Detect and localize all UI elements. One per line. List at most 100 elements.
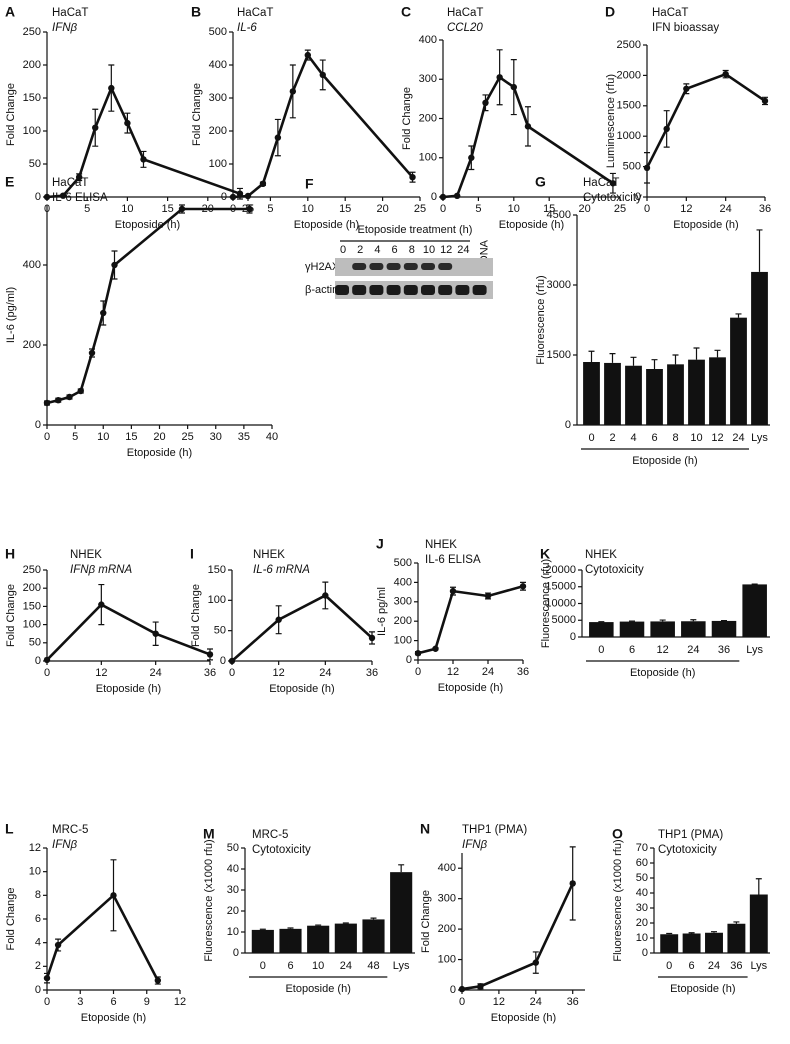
point [111, 261, 118, 269]
x-tick-label: 24 [687, 644, 699, 656]
y-tick-label: 400 [419, 34, 437, 46]
point [140, 156, 147, 163]
y-tick-label: 200 [394, 615, 412, 627]
y-tick-label: 8 [35, 889, 41, 901]
x-axis-label: Etoposide (h) [115, 219, 180, 231]
error-bar [755, 878, 762, 895]
bar [619, 621, 645, 637]
y-tick-label: 100 [23, 125, 41, 137]
point [77, 387, 84, 395]
bar [742, 584, 767, 637]
x-tick-label: 40 [266, 431, 278, 443]
x-tick-label: 6 [110, 996, 116, 1008]
x-tick-label: 10 [97, 431, 109, 443]
y-tick-label: 10000 [545, 597, 576, 609]
point [458, 985, 466, 993]
point [477, 983, 484, 990]
y-tick-label: 100 [438, 953, 456, 965]
x-tick-label: 3 [77, 996, 83, 1008]
y-tick-label: 150 [208, 564, 226, 576]
error-bar [714, 349, 721, 358]
x-tick-label: 8 [672, 432, 678, 444]
panel-title: NHEK [585, 549, 617, 561]
blot-band [352, 263, 367, 270]
panel-title: HaCaT [652, 7, 688, 19]
panel-subtitle: Cytotoxicity [658, 844, 717, 856]
bar [604, 362, 621, 425]
x-tick-label: 36 [517, 666, 529, 678]
bar [660, 934, 679, 953]
point [92, 124, 99, 131]
x-tick-label: 10 [302, 203, 314, 215]
point [43, 193, 51, 201]
panel-subtitle: IL-6 [237, 22, 257, 34]
x-axis-label: Etoposide (h) [673, 219, 738, 231]
point [319, 71, 326, 79]
y-tick-label: 0 [35, 419, 41, 431]
panel-subtitle: IL-6 ELISA [425, 554, 481, 566]
lane-label: DNA [479, 239, 491, 263]
panel-subtitle: IL-6 mRNA [253, 564, 310, 576]
blot-band [421, 263, 435, 270]
series-line [461, 882, 574, 991]
x-tick-label: Lys [746, 644, 763, 656]
point [43, 974, 51, 982]
point [274, 134, 282, 141]
x-tick-label: 0 [260, 960, 266, 972]
series-line [46, 84, 241, 199]
y-tick-label: 0 [431, 191, 437, 203]
y-tick-label: 1000 [617, 130, 641, 142]
lane-label: 6 [392, 244, 398, 256]
y-axis-label: Fold Change [191, 83, 203, 146]
x-tick-label: 24 [150, 667, 162, 679]
x-axis-label: Etoposide (h) [96, 683, 161, 695]
panel-letter: N [420, 821, 430, 837]
panel-title: MRC-5 [252, 829, 288, 841]
y-tick-label: 0 [570, 631, 576, 643]
point [484, 592, 492, 600]
x-tick-label: 0 [598, 644, 604, 656]
x-tick-label: 10 [690, 432, 702, 444]
x-tick-label: 5 [475, 203, 481, 215]
x-tick-label: 36 [759, 203, 771, 215]
y-tick-label: 4500 [547, 209, 571, 221]
bar [711, 620, 737, 637]
y-tick-label: 15000 [545, 581, 576, 593]
panel-letter: M [203, 826, 215, 842]
x-tick-label: 12 [657, 644, 669, 656]
x-tick-label: 36 [366, 667, 378, 679]
y-tick-label: 40 [227, 863, 239, 875]
error-bar [666, 932, 673, 935]
point [683, 85, 690, 92]
y-tick-label: 3000 [547, 279, 571, 291]
series-line [645, 72, 766, 169]
blot-band [438, 285, 453, 295]
x-tick-label: 0 [644, 203, 650, 215]
bar [681, 621, 706, 637]
x-tick-label: 12 [680, 203, 692, 215]
x-tick-label: 25 [414, 203, 426, 215]
x-axis-label: Etoposide (h) [269, 683, 334, 695]
panel-title: THP1 (PMA) [462, 824, 527, 836]
error-bar [651, 359, 658, 369]
x-tick-label: 24 [482, 666, 494, 678]
y-tick-label: 0 [642, 947, 648, 959]
panel-letter: H [5, 546, 15, 562]
x-tick-label: 24 [340, 960, 352, 972]
y-tick-label: 50 [636, 872, 648, 884]
point [100, 309, 107, 317]
panel-subtitle: IL-6 ELISA [52, 192, 108, 204]
y-tick-label: 20 [636, 917, 648, 929]
point [532, 959, 539, 966]
point [229, 193, 237, 201]
lane-label: 2 [357, 244, 363, 256]
point [124, 119, 131, 127]
blot-band [369, 263, 384, 270]
bar [646, 369, 663, 425]
y-tick-label: 10 [227, 926, 239, 938]
blot-band [421, 285, 435, 295]
x-tick-label: 24 [720, 203, 732, 215]
lane-label: 0 [340, 244, 346, 256]
x-tick-label: 35 [238, 431, 250, 443]
point [88, 349, 96, 357]
